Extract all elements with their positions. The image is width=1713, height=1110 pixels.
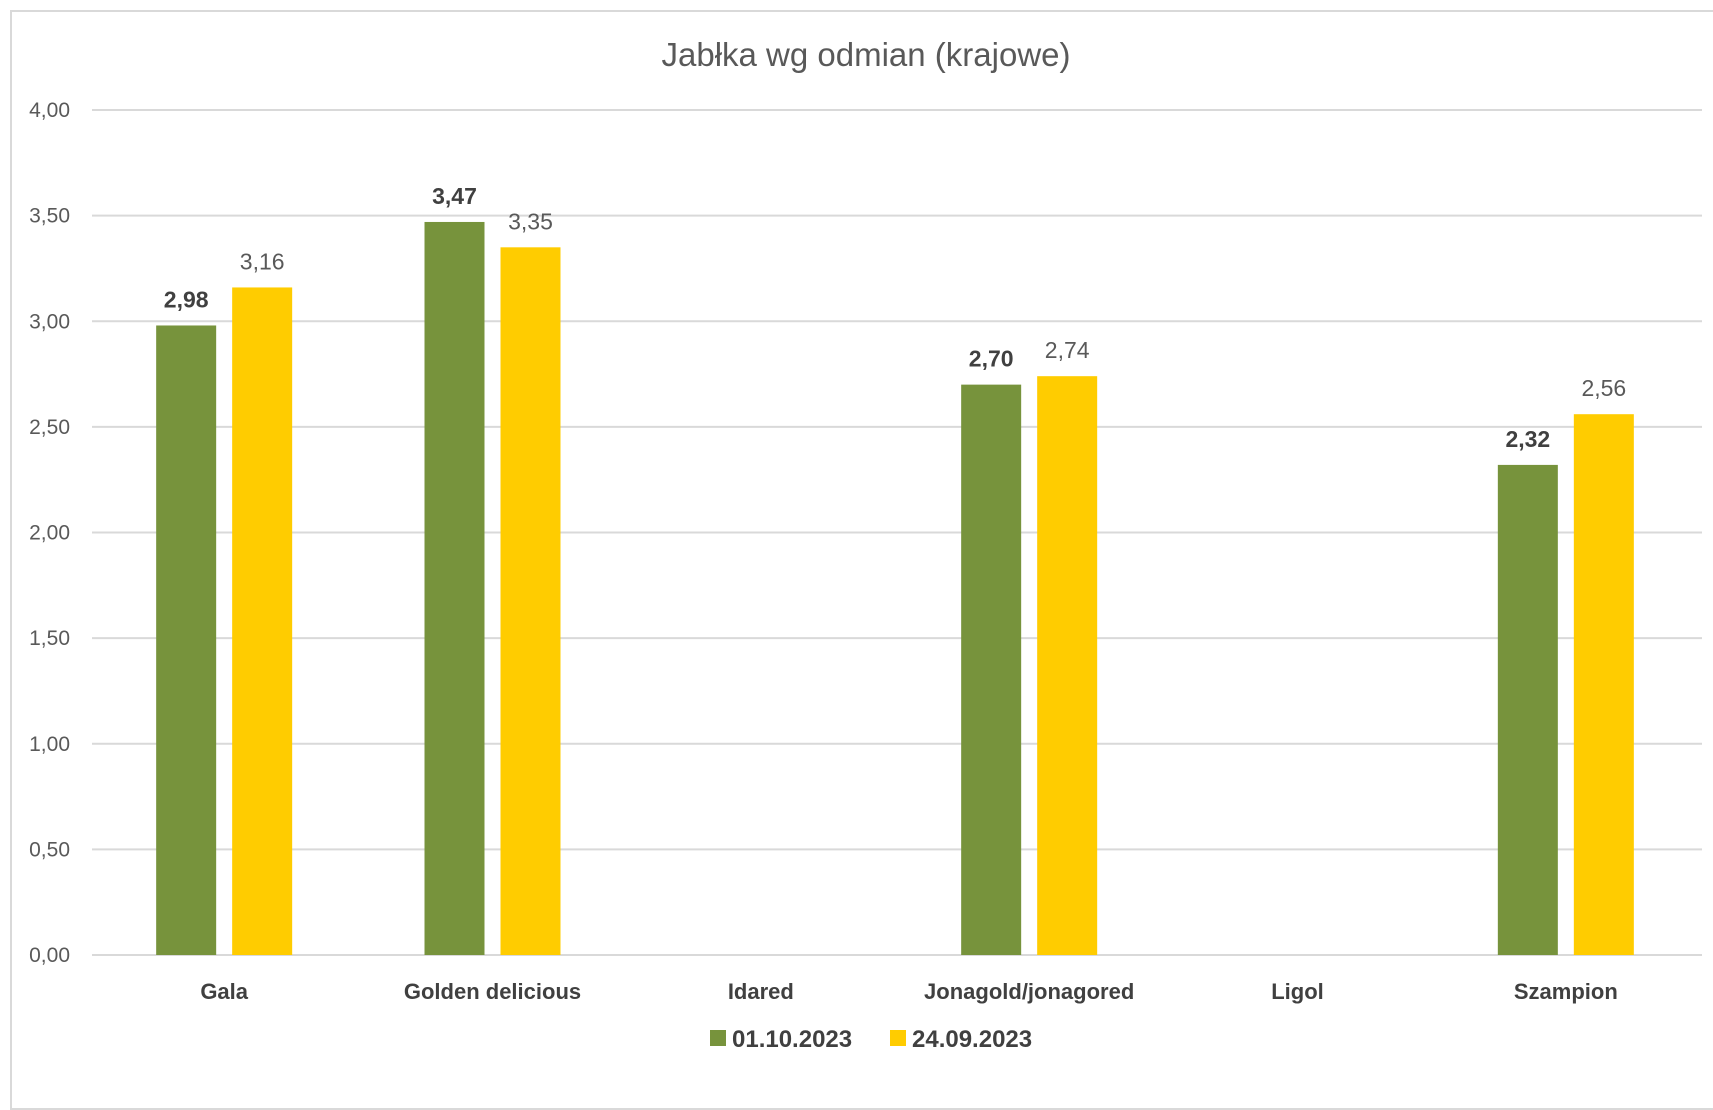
legend-label: 01.10.2023 xyxy=(732,1026,852,1053)
y-tick-label: 0,50 xyxy=(29,838,70,861)
bar-chart: Jabłka wg odmian (krajowe) 0,00 0,50 1,00 1… xyxy=(29,36,1702,1053)
x-tick-label: Golden delicious xyxy=(404,979,581,1004)
x-tick-label: Ligol xyxy=(1271,979,1324,1004)
x-axis-ticks: Gala Golden delicious Idared Jonagold/jonag… xyxy=(200,979,1617,1004)
x-tick-label: Jonagold/jonagored xyxy=(924,979,1134,1004)
bar xyxy=(1037,376,1098,955)
bar xyxy=(232,287,293,955)
gridlines xyxy=(92,109,1702,956)
legend: 01.10.2023 24.09.2023 xyxy=(710,1026,1032,1053)
chart-frame xyxy=(10,10,1713,1110)
y-tick-label: 2,00 xyxy=(29,522,70,545)
legend-label: 24.09.2023 xyxy=(912,1026,1032,1053)
data-label: 2,70 xyxy=(969,346,1014,372)
legend-swatch xyxy=(890,1030,906,1046)
data-label: 2,98 xyxy=(164,286,209,312)
data-labels: 2,98 3,16 3,47 3,35 2,70 2,74 2,32 2,56 xyxy=(164,183,1626,452)
x-tick-label: Szampion xyxy=(1514,979,1618,1004)
data-label: 2,56 xyxy=(1581,375,1626,401)
data-label: 2,74 xyxy=(1045,337,1090,363)
chart-title: Jabłka wg odmian (krajowe) xyxy=(661,36,1070,73)
data-label: 2,32 xyxy=(1505,426,1550,452)
bar xyxy=(1573,414,1634,955)
y-tick-label: 2,50 xyxy=(29,416,70,439)
y-tick-label: 0,00 xyxy=(29,944,70,967)
y-tick-label: 1,50 xyxy=(29,627,70,650)
x-tick-label: Idared xyxy=(728,979,794,1004)
y-tick-label: 4,00 xyxy=(29,99,70,122)
y-tick-label: 3,00 xyxy=(29,310,70,333)
data-label: 3,47 xyxy=(432,183,477,209)
bar xyxy=(1497,464,1558,955)
legend-swatch xyxy=(710,1030,726,1046)
x-tick-label: Gala xyxy=(200,979,248,1004)
data-label: 3,16 xyxy=(240,248,285,274)
y-axis-ticks: 0,00 0,50 1,00 1,50 2,00 2,50 3,00 3,50 4,00 xyxy=(29,99,70,967)
data-label: 3,35 xyxy=(508,208,553,234)
bar xyxy=(424,221,485,955)
bar xyxy=(500,247,561,955)
bar xyxy=(156,325,217,956)
bar xyxy=(961,384,1022,955)
bars xyxy=(156,221,1634,956)
y-tick-label: 3,50 xyxy=(29,205,70,228)
y-tick-label: 1,00 xyxy=(29,733,70,756)
